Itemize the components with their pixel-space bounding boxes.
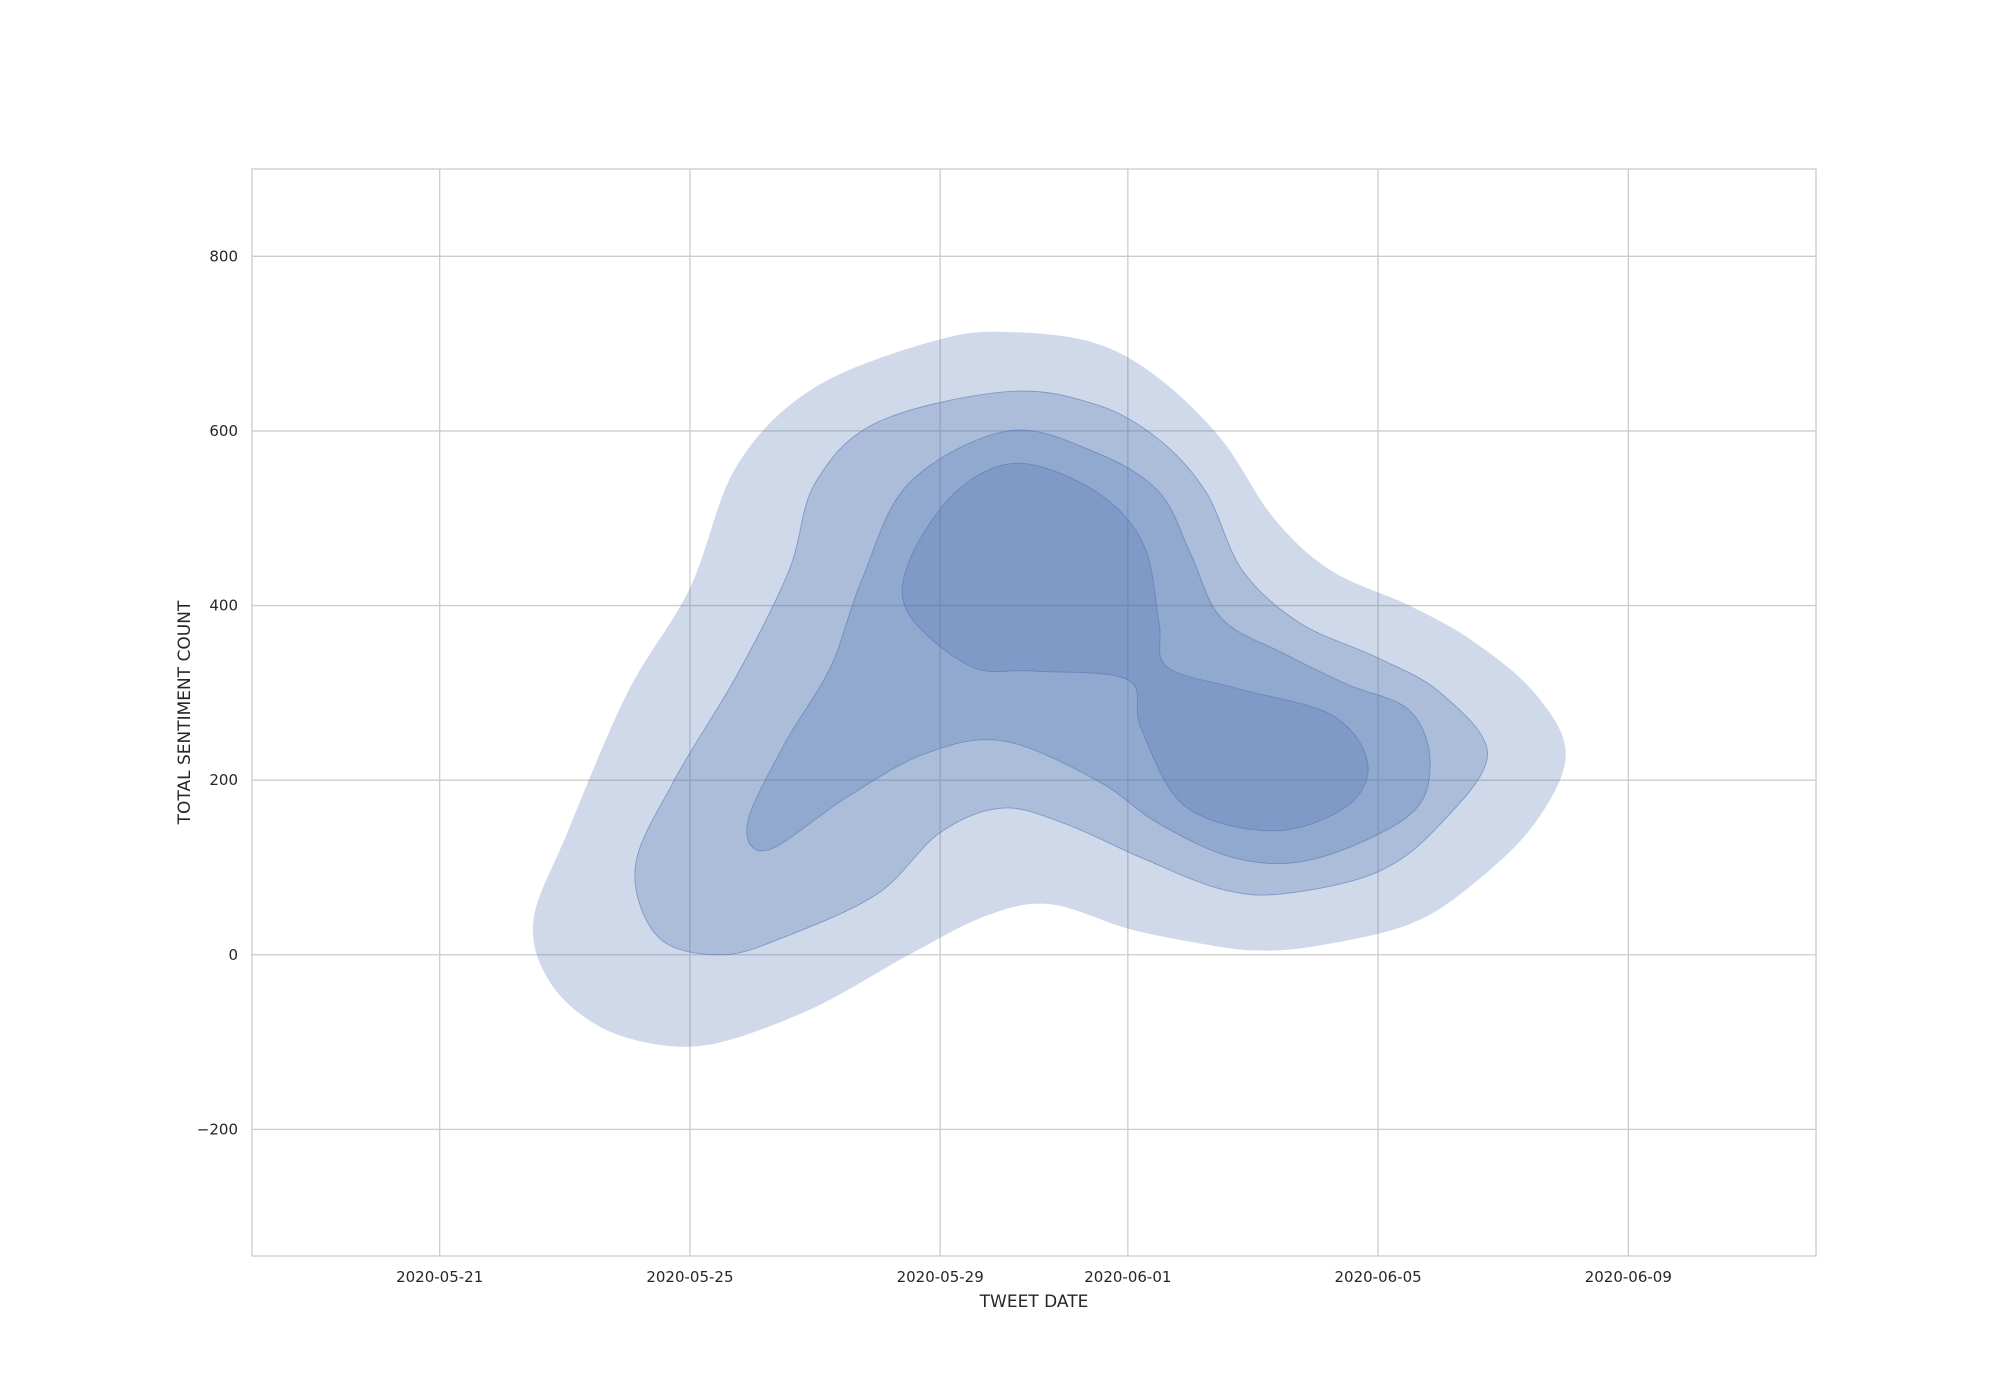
x-tick-label: 2020-05-29 xyxy=(897,1268,984,1286)
y-tick-label: 200 xyxy=(209,771,238,789)
x-tick-label: 2020-06-01 xyxy=(1084,1268,1171,1286)
density-level-2 xyxy=(634,390,1489,956)
y-tick-label: −200 xyxy=(197,1120,238,1138)
density-level-3 xyxy=(746,429,1431,865)
y-tick-label: 800 xyxy=(209,247,238,265)
y-tick-label: 400 xyxy=(209,597,238,615)
y-tick-label: 0 xyxy=(228,946,238,964)
density-level-1 xyxy=(532,331,1566,1047)
y-axis-label: TOTAL SENTIMENT COUNT xyxy=(175,600,195,825)
x-tick-labels: 2020-05-21 2020-05-25 2020-05-29 2020-06-01… xyxy=(396,1268,1672,1286)
x-axis-label: TWEET DATE xyxy=(979,1292,1089,1312)
x-tick-label: 2020-05-21 xyxy=(396,1268,483,1286)
plot-frame xyxy=(251,168,1817,1257)
x-tick-label: 2020-06-05 xyxy=(1334,1268,1421,1286)
y-tick-label: 600 xyxy=(209,422,238,440)
y-tick-labels: −200 0 200 400 600 800 xyxy=(197,247,238,1138)
density-level-4 xyxy=(901,462,1369,832)
x-tick-label: 2020-06-09 xyxy=(1585,1268,1672,1286)
x-tick-label: 2020-05-25 xyxy=(646,1268,733,1286)
density-contours xyxy=(532,331,1566,1047)
